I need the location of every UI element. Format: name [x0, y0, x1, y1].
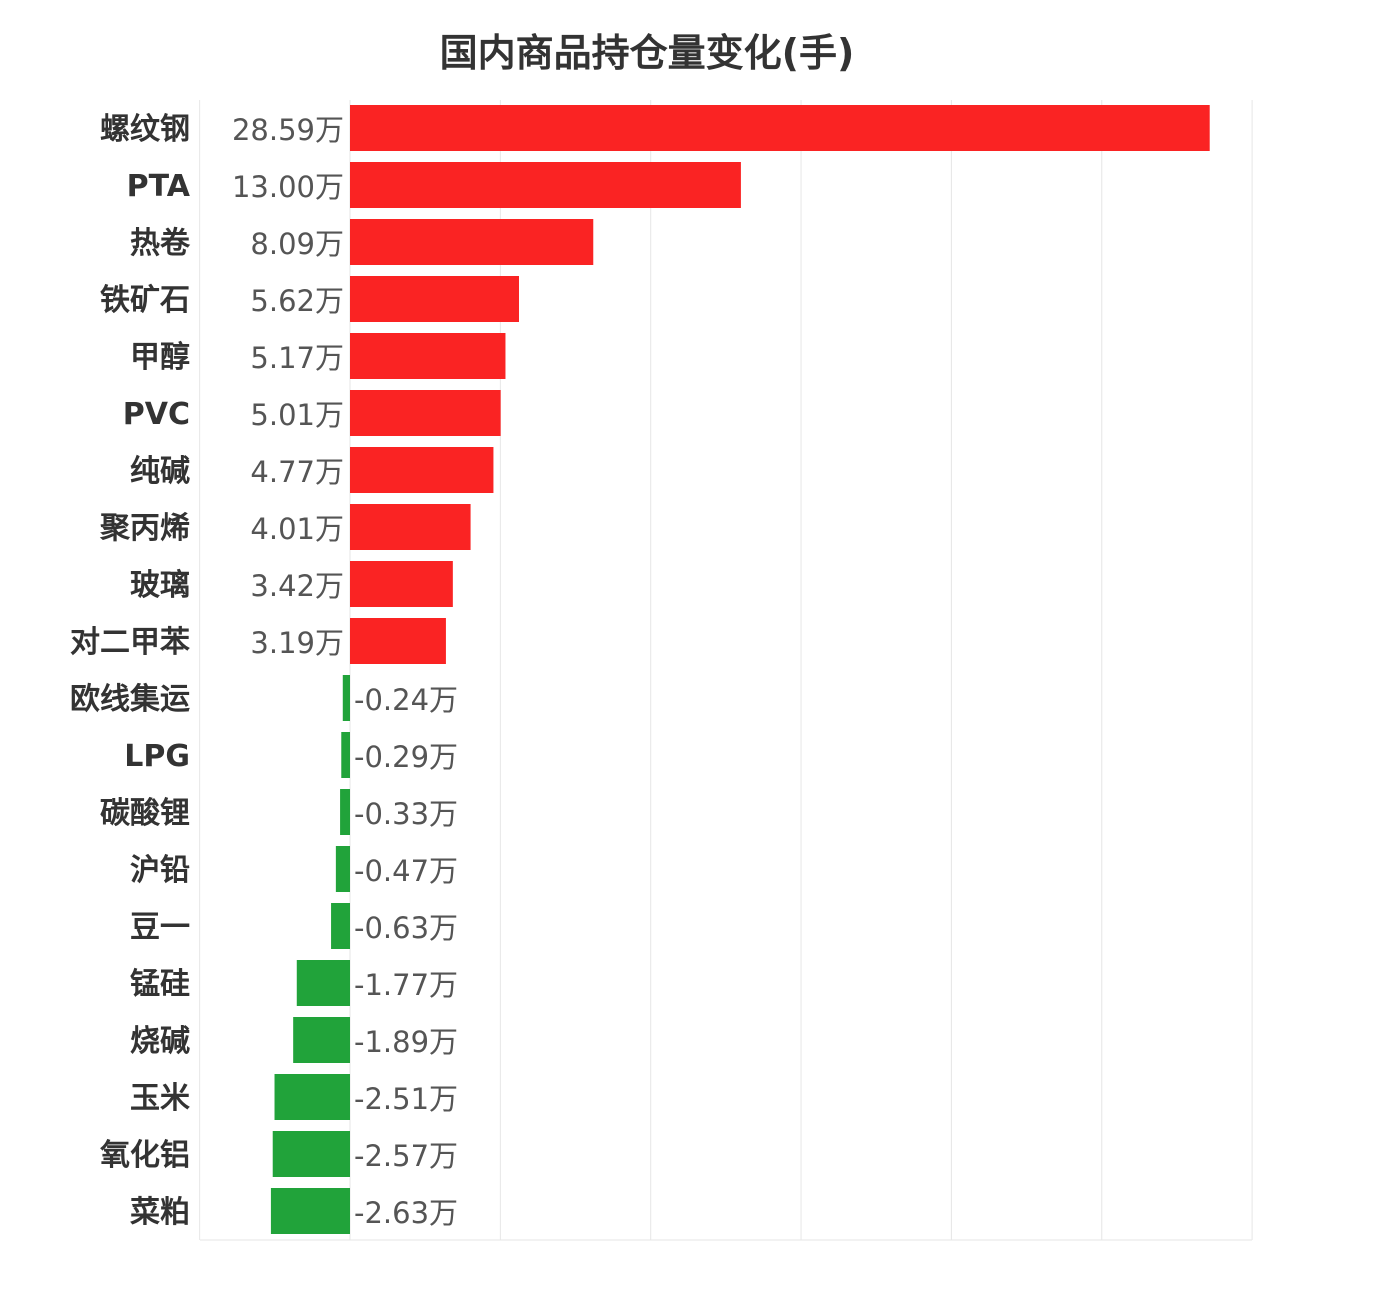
bar — [350, 219, 594, 265]
chart-title: 国内商品持仓量变化(手) — [439, 31, 855, 75]
bar — [350, 333, 506, 379]
bar — [350, 276, 519, 322]
category-label: 菜粕 — [130, 1195, 190, 1230]
category-label: 对二甲苯 — [70, 625, 190, 660]
value-label: 8.09万 — [250, 227, 344, 261]
category-label: 沪铅 — [130, 853, 190, 888]
category-label: 豆一 — [130, 910, 190, 945]
category-label: 聚丙烯 — [99, 511, 190, 546]
category-label: PTA — [127, 169, 191, 204]
category-label: 热卷 — [130, 226, 191, 261]
value-label: -0.24万 — [354, 683, 458, 717]
bar — [342, 675, 350, 721]
bar — [335, 846, 350, 892]
value-label: -0.29万 — [354, 740, 458, 774]
category-label: 玉米 — [130, 1081, 190, 1116]
value-label: -2.51万 — [354, 1082, 458, 1116]
value-label: 5.01万 — [250, 398, 344, 432]
bar — [350, 561, 453, 607]
value-label: 28.59万 — [232, 113, 344, 147]
category-label: 螺纹钢 — [100, 112, 190, 147]
category-label: 纯碱 — [130, 454, 190, 489]
bar — [350, 618, 446, 664]
value-label: 3.19万 — [250, 626, 344, 660]
value-label: -0.33万 — [354, 797, 458, 831]
category-label: PVC — [123, 397, 190, 432]
category-label: LPG — [124, 739, 190, 774]
category-label: 玻璃 — [130, 568, 190, 603]
category-label: 铁矿石 — [100, 283, 190, 318]
value-label: -2.63万 — [354, 1196, 458, 1230]
grid-layer — [199, 100, 1253, 1241]
bar — [293, 1017, 350, 1063]
bar — [350, 447, 494, 493]
bar — [341, 732, 350, 778]
category-label: 氧化铝 — [100, 1138, 190, 1173]
value-label: 5.17万 — [250, 341, 344, 375]
bar — [350, 390, 501, 436]
bar — [340, 789, 350, 835]
bar — [296, 960, 350, 1006]
category-label: 甲醇 — [130, 340, 190, 375]
bar — [350, 162, 741, 208]
bar — [274, 1074, 350, 1120]
value-label: 5.62万 — [250, 284, 344, 318]
value-label: 13.00万 — [232, 170, 344, 204]
category-label: 烧碱 — [130, 1024, 190, 1059]
value-label: -2.57万 — [354, 1139, 458, 1173]
value-label: 3.42万 — [250, 569, 344, 603]
bar — [350, 105, 1210, 151]
bar — [270, 1188, 350, 1234]
bar — [272, 1131, 350, 1177]
bar — [331, 903, 350, 949]
bar-layer — [270, 105, 1210, 1234]
value-label: -0.63万 — [354, 911, 458, 945]
value-label: 4.77万 — [250, 455, 344, 489]
category-label: 欧线集运 — [70, 682, 190, 717]
bar — [350, 504, 471, 550]
value-label: -1.77万 — [354, 968, 458, 1002]
value-label: 4.01万 — [250, 512, 344, 546]
category-label: 碳酸锂 — [100, 796, 190, 831]
category-label: 锰硅 — [130, 967, 190, 1002]
value-label: -0.47万 — [354, 854, 458, 888]
value-label: -1.89万 — [354, 1025, 458, 1059]
